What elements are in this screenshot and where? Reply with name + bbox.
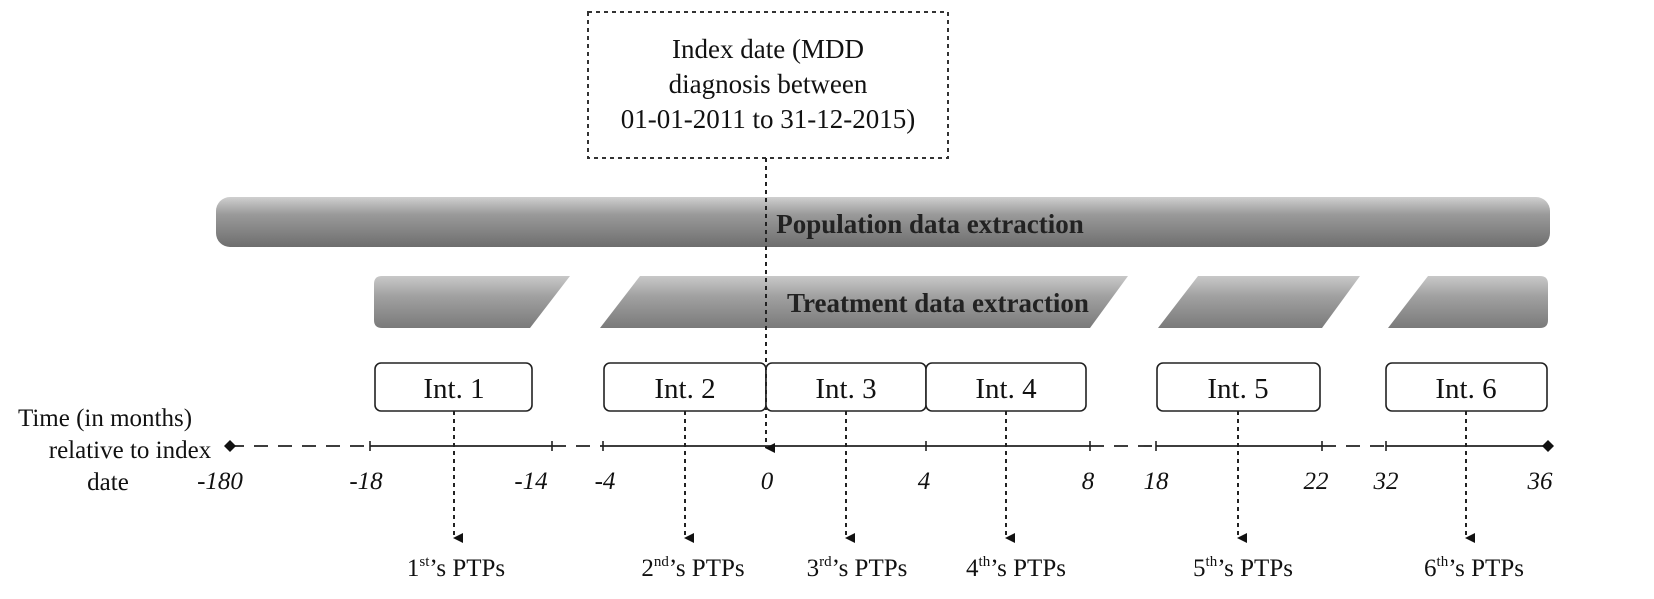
axis-end-diamond <box>1542 440 1554 452</box>
interval-box-2: Int. 2 <box>603 362 767 412</box>
index-date-line-3: 01-01-2011 to 31-12-2015) <box>621 104 915 134</box>
treatment-segment-4 <box>1388 276 1548 328</box>
axis-tick-marks <box>369 441 1387 451</box>
tick-label: 4 <box>918 468 931 495</box>
interval-box-5: Int. 5 <box>1156 362 1321 412</box>
tick-label: 8 <box>1082 468 1095 495</box>
ptp-label-1: 1st’s PTPs <box>407 554 505 582</box>
index-date-line-1: Index date (MDD <box>672 34 864 64</box>
tick-label: 0 <box>761 468 774 495</box>
time-axis-title-line-2: relative to index <box>49 437 212 464</box>
interval-box-6: Int. 6 <box>1385 362 1548 412</box>
treatment-bar-label: Treatment data extraction <box>787 288 1089 318</box>
tick-label: 36 <box>1527 468 1554 495</box>
treatment-segment-2 <box>600 276 1128 328</box>
interval-label-4: Int. 4 <box>975 373 1037 405</box>
ptp-label-5: 5th’s PTPs <box>1193 554 1293 582</box>
time-axis-title-line-1: Time (in months) <box>18 405 192 432</box>
ptp-label-3: 3rd’s PTPs <box>807 554 908 582</box>
time-axis: Time (in months) relative to index date … <box>18 405 1554 496</box>
treatment-data-bar: Treatment data extraction <box>374 276 1548 328</box>
interval-label-3: Int. 3 <box>815 373 876 405</box>
interval-box-3: Int. 3 <box>765 362 927 412</box>
ptp-label-2: 2nd’s PTPs <box>641 554 744 582</box>
interval-box-4: Int. 4 <box>925 362 1087 412</box>
interval-label-6: Int. 6 <box>1435 373 1496 405</box>
axis-start-diamond <box>224 440 236 452</box>
tick-label: 22 <box>1304 468 1329 495</box>
interval-box-1: Int. 1 <box>374 362 533 412</box>
population-data-bar: Population data extraction <box>216 197 1550 247</box>
ptp-label-6: 6th’s PTPs <box>1424 554 1524 582</box>
ptp-label-4: 4th’s PTPs <box>966 554 1066 582</box>
ptp-labels: 1st’s PTPs 2nd’s PTPs 3rd’s PTPs 4th’s P… <box>407 554 1524 582</box>
treatment-segment-3 <box>1158 276 1360 328</box>
ptp-arrows <box>453 411 1475 543</box>
tick-label: 18 <box>1144 468 1170 495</box>
interval-label-5: Int. 5 <box>1207 373 1268 405</box>
tick-label: -4 <box>595 468 616 495</box>
interval-boxes: Int. 1 Int. 2 Int. 3 Int. 4 Int. 5 Int. … <box>374 362 1548 412</box>
interval-label-1: Int. 1 <box>423 373 484 405</box>
population-bar-label: Population data extraction <box>776 209 1084 239</box>
time-axis-title-line-3: date <box>87 469 129 496</box>
treatment-segment-1 <box>374 276 570 328</box>
tick-label: -180 <box>197 468 243 495</box>
tick-label: -18 <box>349 468 383 495</box>
interval-label-2: Int. 2 <box>654 373 715 405</box>
tick-label: 32 <box>1373 468 1399 495</box>
tick-label: -14 <box>514 468 547 495</box>
index-date-line-2: diagnosis between <box>669 69 868 99</box>
index-date-box: Index date (MDD diagnosis between 01-01-… <box>587 11 949 159</box>
